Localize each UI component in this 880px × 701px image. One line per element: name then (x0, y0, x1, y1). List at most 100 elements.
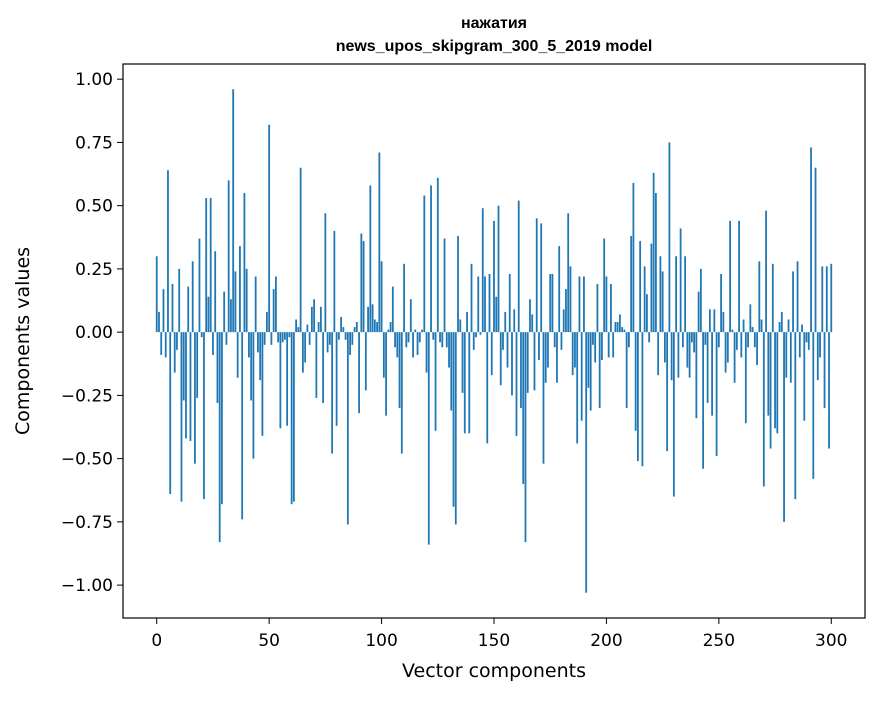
bar-181 (562, 309, 565, 333)
bar-195 (594, 332, 597, 363)
bar-39 (243, 193, 246, 333)
bar-212 (632, 182, 635, 333)
bar-105 (391, 286, 394, 333)
bar-236 (686, 332, 689, 368)
bar-246 (708, 309, 711, 333)
bar-145 (481, 208, 484, 333)
bar-271 (765, 210, 767, 333)
bar-234 (681, 332, 684, 348)
bar-104 (389, 322, 392, 333)
bar-126 (439, 332, 441, 343)
bar-184 (569, 266, 572, 333)
bar-21 (203, 332, 205, 500)
bar-139 (468, 332, 471, 434)
bar-12 (182, 332, 185, 401)
bar-59 (288, 332, 291, 338)
bar-130 (448, 332, 450, 368)
bar-15 (189, 332, 192, 441)
bar-250 (717, 332, 720, 348)
bar-171 (540, 223, 543, 333)
bar-274 (771, 263, 774, 333)
y-tick-label: 0.75 (75, 133, 113, 153)
bar-182 (565, 289, 567, 333)
bar-9 (176, 332, 178, 350)
bar-292 (812, 332, 815, 479)
bar-173 (544, 332, 547, 383)
bar-192 (587, 332, 590, 388)
bar-14 (187, 286, 190, 333)
bar-103 (387, 329, 390, 333)
y-tick-label: 0.00 (75, 323, 113, 343)
bar-186 (574, 332, 576, 368)
bar-112 (407, 332, 410, 343)
bar-87 (351, 332, 354, 345)
bar-169 (535, 218, 538, 333)
x-tick-label: 250 (703, 631, 735, 651)
bar-137 (463, 332, 466, 434)
bar-239 (693, 332, 696, 353)
bar-188 (578, 276, 581, 333)
bar-277 (778, 322, 781, 333)
bar-88 (353, 327, 356, 333)
bar-66 (304, 332, 307, 363)
x-axis-label: Vector components (402, 660, 586, 682)
bar-7 (171, 284, 174, 333)
bar-131 (450, 332, 453, 411)
bar-72 (317, 322, 320, 333)
bar-120 (425, 332, 428, 373)
bar-76 (326, 332, 329, 353)
bar-106 (394, 332, 396, 348)
bar-276 (776, 332, 779, 434)
bar-158 (511, 332, 513, 396)
bar-31 (225, 332, 228, 345)
bar-110 (403, 263, 405, 333)
bar-107 (396, 332, 399, 358)
bar-153 (499, 332, 502, 386)
bar-73 (319, 306, 322, 333)
y-axis-label: Components values (12, 247, 34, 435)
bar-4 (164, 332, 167, 358)
bar-154 (502, 332, 504, 350)
bar-161 (517, 200, 520, 333)
bar-264 (749, 304, 752, 333)
bar-199 (603, 238, 606, 333)
bar-113 (409, 299, 412, 333)
x-ticks-group: 0 50 100 150 200 250 300 (151, 618, 847, 651)
bar-100 (380, 261, 383, 333)
bar-228 (668, 142, 671, 333)
bar-81 (337, 332, 340, 340)
bar-26 (214, 251, 217, 333)
y-tick-label: −0.50 (61, 450, 113, 470)
bar-95 (369, 185, 372, 333)
bar-211 (630, 236, 633, 333)
bar-44 (254, 276, 257, 333)
bar-52 (272, 289, 275, 333)
y-tick-label: −0.25 (61, 386, 113, 406)
bar-227 (666, 332, 669, 452)
bar-82 (340, 316, 342, 333)
bar-157 (508, 273, 511, 333)
bar-213 (634, 332, 637, 431)
bar-0 (155, 256, 158, 333)
bar-46 (259, 332, 262, 381)
bar-296 (821, 266, 824, 333)
bar-67 (306, 324, 309, 333)
bar-222 (654, 193, 657, 333)
bar-123 (432, 332, 435, 340)
bar-43 (252, 332, 255, 459)
bar-50 (268, 124, 271, 333)
bar-261 (742, 319, 745, 333)
bar-79 (333, 230, 336, 333)
bar-216 (641, 332, 644, 467)
bar-65 (301, 332, 304, 373)
bar-75 (324, 213, 327, 333)
bar-223 (657, 332, 660, 376)
bar-185 (571, 332, 574, 376)
bar-144 (479, 332, 482, 335)
bar-20 (200, 332, 203, 338)
bar-266 (753, 332, 756, 348)
bar-83 (342, 327, 345, 333)
bar-205 (616, 322, 619, 333)
bar-194 (592, 332, 594, 345)
bar-248 (713, 309, 716, 333)
